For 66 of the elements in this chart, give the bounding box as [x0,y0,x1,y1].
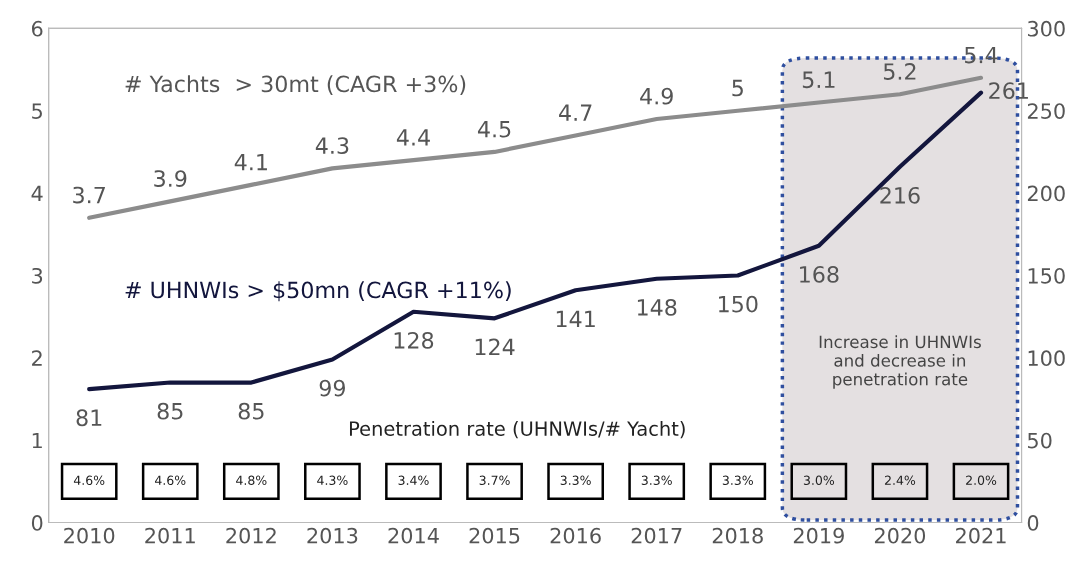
data-label: 5.4 [965,46,998,64]
annotation: 4.6% [154,475,186,486]
annotation: 3.3% [641,475,672,486]
y-tick-label: 5 [32,103,42,119]
y-tick-label: 0 [31,515,43,531]
y-tick-label: 2 [32,350,42,366]
annotation: 3.4% [398,475,429,486]
data-label: 99 [319,379,345,397]
annotation: 3.7% [479,475,510,486]
x-tick-label: 2011 [145,527,195,544]
data-label: 3.9 [154,170,187,187]
x-tick-label: 2021 [956,527,1006,544]
data-label: 4.4 [396,129,430,146]
y2-tick-label: 300 [1027,20,1065,37]
data-label: 4.9 [640,87,673,105]
x-tick-label: 2010 [64,527,115,544]
data-label: 3.7 [73,186,105,204]
data-label: 85 [157,402,183,420]
y2-tick-label: 200 [1027,185,1065,202]
text: # Yachts > 30mt (CAGR +3%) [125,75,466,95]
data-label: 150 [719,295,758,313]
data-label: 5.2 [883,63,916,80]
annotation: 4.3% [317,475,348,486]
data-label: 4.1 [234,153,267,171]
y2-tick-label: 0 [1027,515,1039,531]
data-label: 4.3 [315,137,349,155]
y-tick-label: 6 [31,20,43,37]
x-tick-label: 2014 [388,527,439,544]
annotation: 2.0% [966,475,997,486]
data-label: 81 [76,409,102,427]
x-tick-label: 2015 [469,527,520,544]
x-tick-label: 2012 [226,527,276,544]
x-tick-label: 2019 [793,527,844,544]
data-label: 261 [989,82,1028,100]
data-label: 85 [238,402,264,420]
annotation: Penetration rate (UHNWIs/# Yacht) [349,420,685,439]
y2-tick-label: 100 [1028,350,1065,367]
y2-tick-label: 50 [1028,432,1052,449]
y-tick-label: 1 [32,432,42,449]
data-label: 124 [475,338,515,355]
annotation: 3.0% [803,475,835,486]
y-tick-label: 3 [32,267,43,284]
annotation: 2.4% [884,475,916,486]
y2-tick-label: 150 [1028,267,1065,284]
x-tick-label: 2013 [307,527,358,544]
data-label: 4.5 [477,121,511,138]
band-label: Increase in UHNWIs and decrease in penetration rate [819,335,981,389]
data-label: 5.1 [802,71,835,89]
x-tick-label: 2018 [712,527,763,544]
x-tick-label: 2020 [874,527,926,544]
annotation: 3.3% [722,475,753,486]
x-tick-label: 2017 [631,527,682,544]
y2-tick-label: 250 [1027,103,1065,119]
data-label: 141 [556,310,595,327]
x-tick-label: 2016 [550,527,601,544]
data-label: 128 [394,331,434,349]
data-label: 216 [880,186,920,204]
data-label: 148 [637,298,677,316]
data-label: 168 [800,266,839,283]
y-tick-label: 4 [31,185,43,202]
annotation: 4.6% [73,475,105,486]
data-label: 5 [732,79,743,97]
annotation: 3.3% [560,475,591,486]
data-label: 4.7 [559,104,592,121]
series-label: # UHNWIs > $50mn (CAGR +11%) [125,281,511,302]
annotation: 4.8% [236,475,267,486]
